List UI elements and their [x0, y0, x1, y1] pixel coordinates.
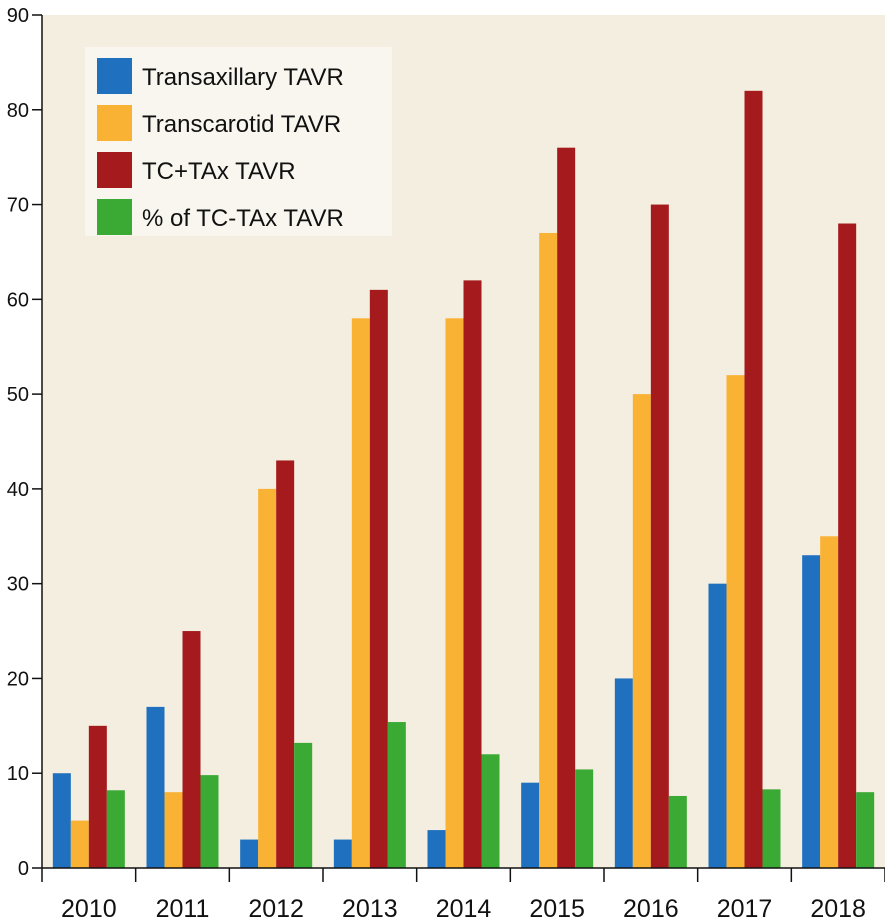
legend-swatch-2: [97, 152, 132, 188]
bar-2010-0: [52, 773, 71, 868]
x-tick-label: 2010: [61, 895, 117, 923]
bar-2018-2: [838, 223, 857, 868]
y-tick-label: 70: [7, 195, 29, 217]
bars-layer: [52, 90, 875, 869]
legend-swatch-1: [97, 105, 132, 141]
y-tick-label: 20: [7, 668, 29, 690]
bar-2018-1: [820, 536, 839, 868]
bar-2014-2: [463, 280, 482, 868]
x-tick-label: 2017: [717, 895, 773, 923]
bar-2010-1: [70, 820, 89, 868]
bar-2012-1: [258, 488, 277, 868]
bar-2012-0: [240, 839, 259, 868]
y-tick-label: 50: [7, 384, 29, 406]
bar-2014-1: [445, 318, 464, 868]
legend-swatch-0: [97, 58, 132, 94]
y-tick-label: 10: [7, 763, 29, 785]
bar-2016-2: [650, 204, 669, 869]
bar-2014-3: [481, 754, 500, 868]
legend-label: TC+TAx TAVR: [142, 158, 296, 185]
bar-2016-1: [632, 394, 651, 868]
legend-label: Transaxillary TAVR: [142, 64, 344, 91]
x-tick-label: 2012: [248, 895, 304, 923]
bar-2015-0: [521, 782, 540, 868]
bar-2014-0: [427, 830, 446, 868]
y-tick-label: 30: [7, 574, 29, 596]
bar-2015-3: [575, 769, 594, 868]
bar-2015-2: [557, 147, 576, 868]
x-tick-label: 2014: [436, 895, 492, 923]
bar-2013-2: [369, 289, 388, 868]
bar-2011-1: [164, 792, 183, 868]
bar-2011-2: [182, 631, 201, 868]
bar-2011-0: [146, 706, 165, 868]
bar-2018-0: [802, 555, 821, 868]
x-tick-label: 2018: [810, 895, 866, 923]
y-tick-label: 60: [7, 289, 29, 311]
y-tick-label: 40: [7, 479, 29, 501]
legend-label: Transcarotid TAVR: [142, 111, 341, 138]
bar-2013-0: [333, 839, 352, 868]
bar-2011-3: [200, 775, 219, 868]
bar-2016-3: [668, 795, 687, 868]
bar-2013-1: [351, 318, 370, 868]
legend-box: [85, 47, 392, 236]
bar-2016-0: [614, 678, 633, 868]
x-tick-label: 2016: [623, 895, 679, 923]
bar-2013-3: [387, 722, 406, 868]
bar-2017-0: [708, 583, 727, 868]
bar-2017-1: [726, 375, 745, 868]
bar-2012-2: [276, 460, 295, 868]
y-tick-label: 0: [18, 858, 29, 880]
x-tick-label: 2015: [529, 895, 585, 923]
legend-swatch-3: [97, 199, 132, 235]
x-tick-label: 2013: [342, 895, 398, 923]
bar-2017-3: [762, 789, 781, 868]
legend-label: % of TC-TAx TAVR: [142, 205, 344, 232]
y-tick-label: 90: [7, 5, 29, 27]
axes-layer: 2010 2011 2012 2013 2014 2015 2016 2017 2018 0 10 2…: [7, 5, 885, 923]
bar-2017-2: [744, 90, 763, 869]
bar-2010-2: [88, 725, 107, 868]
legend: Transaxillary TAVR Transcarotid TAVR TC+TA…: [85, 47, 392, 236]
y-tick-label: 80: [7, 100, 29, 122]
x-tick-label: 2011: [156, 895, 210, 923]
bar-2010-3: [106, 790, 125, 868]
bar-2018-3: [856, 792, 875, 868]
bar-2015-1: [539, 232, 558, 868]
bar-2012-3: [294, 742, 313, 868]
